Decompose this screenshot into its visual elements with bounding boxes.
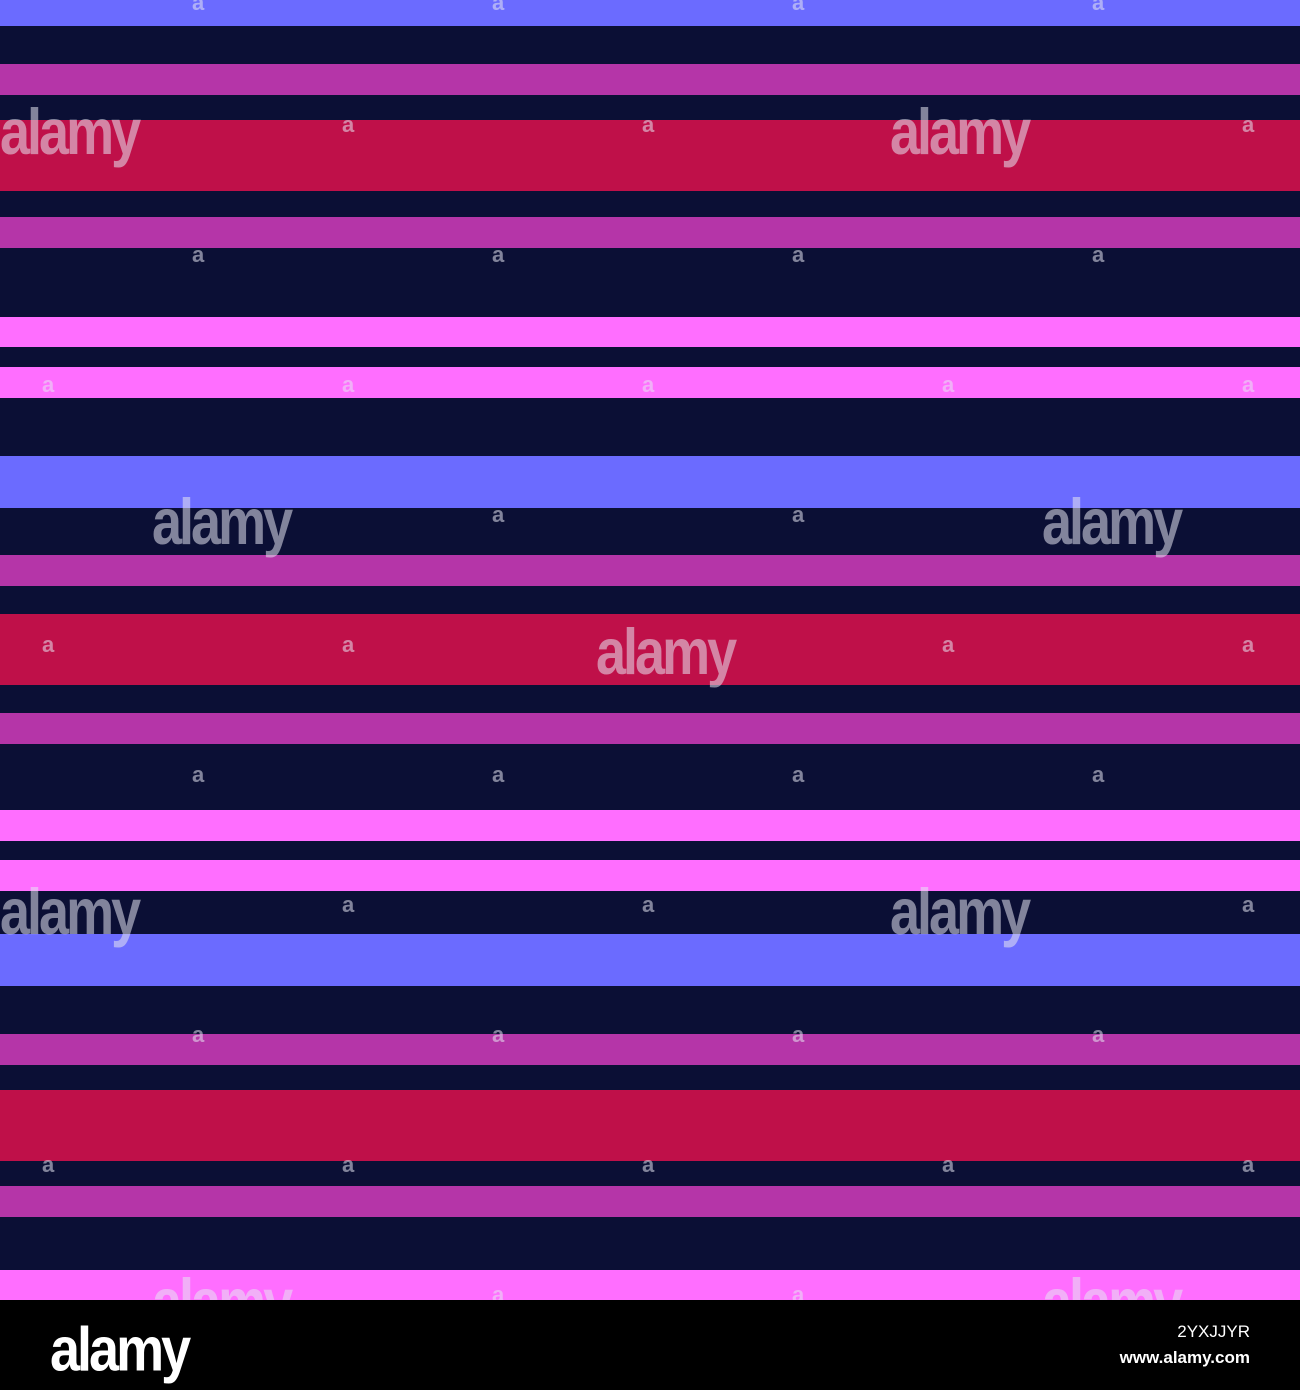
image-id: 2YXJJYR: [1177, 1322, 1250, 1341]
stripe-crimson: [0, 614, 1300, 685]
stripe-magenta: [0, 1186, 1300, 1217]
alamy-watermark-letter: a: [192, 762, 205, 787]
stripe-magenta: [0, 555, 1300, 586]
striped-pattern-image: alamyalamyalamyalamyalamyalamyalamyalamy…: [0, 0, 1300, 1300]
stripe-magenta: [0, 1034, 1300, 1065]
stripe-pink: [0, 810, 1300, 841]
alamy-watermark-letter: a: [492, 762, 505, 787]
stripe-crimson: [0, 1090, 1300, 1161]
stripe-periwinkle: [0, 456, 1300, 508]
alamy-footer-bar: alamy 2YXJJYR www.alamy.com: [0, 1300, 1300, 1390]
alamy-watermark-letter: a: [342, 892, 355, 917]
stripe-periwinkle: [0, 0, 1300, 26]
alamy-watermark-letter: a: [1092, 762, 1105, 787]
alamy-watermark-letter: a: [1242, 892, 1255, 917]
stripe-pink: [0, 317, 1300, 347]
stripe-periwinkle: [0, 934, 1300, 986]
stripe-pink: [0, 860, 1300, 891]
stripe-crimson: [0, 120, 1300, 191]
alamy-logo: alamy: [50, 1315, 191, 1385]
stripe-magenta: [0, 217, 1300, 248]
stripe-magenta: [0, 713, 1300, 744]
alamy-watermark-letter: a: [642, 892, 655, 917]
stripe-pink: [0, 1270, 1300, 1300]
alamy-url: www.alamy.com: [1119, 1348, 1250, 1367]
alamy-watermark-letter: a: [792, 762, 805, 787]
stripe-pink: [0, 367, 1300, 398]
stripe-magenta: [0, 64, 1300, 95]
